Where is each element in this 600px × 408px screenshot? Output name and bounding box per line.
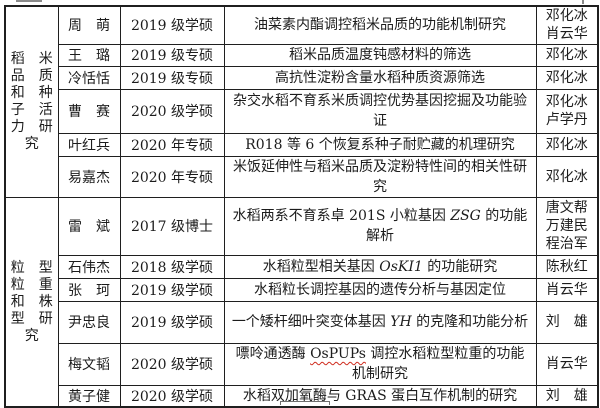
spellcheck-underlined-term: OsPUPs (310, 346, 366, 362)
student-row: 王 璐 2019 级专硕 稻米品质温度钝感材料的筛选 邓化冰 (5, 43, 599, 67)
thesis-topic: R018 等 6 个恢复系种子耐贮藏的机理研究 (223, 132, 537, 157)
student-name: 张 珂 (57, 277, 121, 302)
cohort-degree: 2019 级学硕 (119, 277, 225, 302)
thesis-topic: 高抗性淀粉含量水稻种质资源筛选 (223, 65, 537, 90)
gene-name: ZSG (450, 208, 481, 224)
advisors: 刘 雄 (535, 300, 599, 344)
cohort-degree: 2018 级学硕 (119, 254, 225, 279)
advisor-name: 刘 雄 (545, 314, 588, 330)
advisors: 邓化冰 (535, 65, 599, 90)
student-row: 石伟杰 2018 级学硕 水稻粒型相关基因 OsKI1 的功能研究 陈秋红 (5, 254, 599, 279)
student-row: 粒 型 粒 重 和 株 型 研 究 雷 斌 2017 级博士 水稻两系不育系卓 … (4, 196, 599, 408)
gene-name: OsKI1 (379, 258, 423, 275)
advisors: 陈秋红 (535, 254, 599, 279)
cohort-degree: 2020 级学硕 (119, 88, 225, 134)
advisor-name: 肖云华 (545, 356, 588, 372)
thesis-topic: 米饭延伸性与稻米品质及淀粉特性间的相关性研究 (223, 155, 537, 198)
advisor-name: 程治军 (545, 236, 588, 252)
student-name: 王 璐 (57, 43, 121, 67)
student-row: 梅文韬 2020 级学硕 嘌呤通透酶 OsPUPs 调控水稻粒型粒重的功能机制研… (5, 342, 599, 386)
advisors: 邓化冰 (535, 132, 599, 157)
student-name: 冷恬恬 (57, 65, 121, 90)
advisor-name: 肖云华 (545, 281, 588, 298)
thesis-topic: 水稻粒型相关基因 OsKI1 的功能研究 (223, 254, 537, 279)
advisor-name: 邓化冰 (545, 94, 588, 110)
advisor-name: 邓化冰 (545, 136, 588, 153)
student-row: 冷恬恬 2019 级专硕 高抗性淀粉含量水稻种质资源筛选 邓化冰 (5, 65, 599, 90)
advisor-name: 邓化冰 (545, 168, 588, 185)
student-row: 稻 米 品 质 和 种 子 活 力 研 究 周 萌 2019 级学硕 油菜素内酯… (4, 5, 599, 198)
cohort-degree: 2019 级专硕 (119, 65, 225, 90)
group-label-text: 粒 型 粒 重 和 株 型 研 究 (10, 259, 53, 344)
advisor-name: 邓化冰 (545, 69, 588, 86)
thesis-topic: 稻米品质温度钝感材料的筛选 (223, 43, 537, 67)
advisor-name: 陈秋红 (545, 258, 588, 275)
cohort-degree: 2019 级学硕 (119, 300, 225, 344)
cohort-degree: 2019 级专硕 (119, 43, 225, 67)
thesis-topic: 油菜素内酯调控稻米品质的功能机制研究 (223, 5, 537, 45)
student-row: 叶红兵 2020 年专硕 R018 等 6 个恢复系种子耐贮藏的机理研究 邓化冰 (5, 132, 599, 157)
advisors: 唐文帮 万建民 程治军 (535, 196, 599, 256)
student-row: 尹忠良 2019 级学硕 一个矮杆细叶突变体基因 YH 的克隆和功能分析 刘 雄 (5, 300, 599, 344)
scan-artifact-top-left (16, 0, 42, 2)
advisors: 邓化冰 卢学丹 (535, 88, 599, 134)
cohort-degree: 2020 年专硕 (119, 155, 225, 198)
student-row: 张 珂 2019 级学硕 水稻粒长调控基因的遗传分析与基因定位 肖云华 (5, 277, 599, 302)
thesis-topic: 嘌呤通透酶 OsPUPs 调控水稻粒型粒重的功能机制研究 (223, 342, 537, 386)
advisors: 肖云华 (535, 277, 599, 302)
thesis-topic: 一个矮杆细叶突变体基因 YH 的克隆和功能分析 (223, 300, 537, 344)
cohort-degree: 2017 级博士 (119, 196, 225, 256)
student-name: 石伟杰 (57, 254, 121, 279)
advisor-name: 邓化冰 (545, 8, 588, 25)
advisors: 邓化冰 肖云华 (535, 5, 599, 45)
cohort-degree: 2020 年专硕 (119, 132, 225, 157)
group-label-text: 稻 米 品 质 和 种 子 活 力 研 究 (10, 51, 53, 153)
advisor-name: 唐文帮 (545, 200, 588, 216)
group-label-rice-quality: 稻 米 品 质 和 种 子 活 力 研 究 (4, 5, 59, 198)
advisor-name: 卢学丹 (545, 112, 588, 128)
advisors: 肖云华 (535, 342, 599, 386)
advisor-name: 肖云华 (545, 26, 588, 43)
student-name: 黄子健 (57, 384, 121, 408)
thesis-topic: 杂交水稻不育系米质调控优势基因挖掘及功能验证 (223, 88, 537, 134)
student-row: 易嘉杰 2020 年专硕 米饭延伸性与稻米品质及淀粉特性间的相关性研究 邓化冰 (5, 155, 599, 198)
student-name: 曹 赛 (57, 88, 121, 134)
advisor-name: 邓化冰 (545, 47, 588, 63)
student-name: 尹忠良 (57, 300, 121, 344)
advisor-name: 万建民 (545, 218, 588, 234)
thesis-topic: 水稻两系不育系卓 201S 小粒基因 ZSG 的功能解析 (223, 196, 537, 256)
student-name: 梅文韬 (57, 342, 121, 386)
student-name: 雷 斌 (57, 196, 121, 256)
advisors: 邓化冰 (535, 155, 599, 198)
cohort-degree: 2019 级学硕 (119, 5, 225, 45)
thesis-topic: 水稻粒长调控基因的遗传分析与基因定位 (223, 277, 537, 302)
thesis-topics-table: 稻 米 品 质 和 种 子 活 力 研 究 周 萌 2019 级学硕 油菜素内酯… (4, 5, 599, 408)
advisor-name: 刘 雄 (545, 387, 588, 404)
advisors: 邓化冰 (535, 43, 599, 67)
group-label-grain-shape: 粒 型 粒 重 和 株 型 研 究 (4, 196, 59, 408)
gene-name: YH (390, 314, 412, 330)
student-name: 周 萌 (57, 5, 121, 45)
student-name: 叶红兵 (57, 132, 121, 157)
cohort-degree: 2020 级学硕 (119, 342, 225, 386)
scan-artifact-top-right (582, 0, 584, 4)
student-row: 曹 赛 2020 级学硕 杂交水稻不育系米质调控优势基因挖掘及功能验证 邓化冰 … (5, 88, 599, 134)
student-name: 易嘉杰 (57, 155, 121, 198)
scan-artifact-bottom (280, 401, 330, 405)
